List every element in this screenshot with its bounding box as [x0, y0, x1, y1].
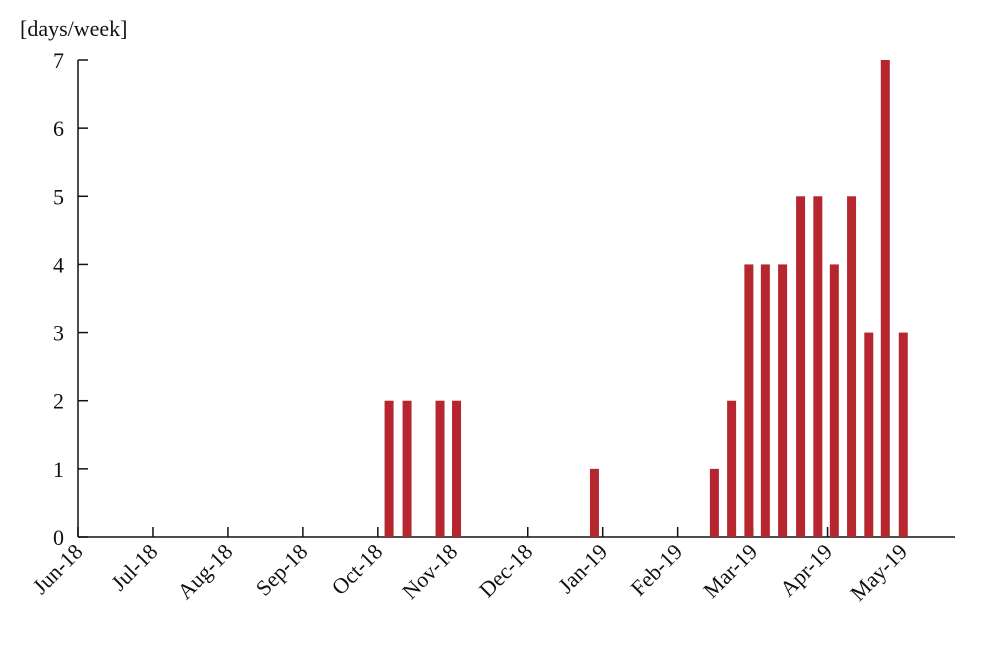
bar	[778, 264, 788, 537]
bar	[435, 400, 445, 537]
bar	[589, 468, 599, 537]
x-tick-label: Aug-18	[172, 539, 237, 604]
x-tick-label: Mar-19	[698, 539, 762, 603]
x-tick-label: Sep-18	[251, 539, 313, 601]
x-tick-label: Jul-18	[106, 539, 163, 596]
x-tick-label: Apr-19	[775, 539, 837, 601]
bar	[709, 468, 719, 537]
bar	[384, 400, 394, 537]
bar	[744, 264, 754, 537]
bar	[898, 332, 908, 537]
y-tick-label: 1	[53, 457, 64, 482]
x-tick-label: Feb-19	[625, 539, 687, 601]
y-tick-label: 4	[53, 252, 64, 277]
x-tick-label: May-19	[845, 539, 912, 606]
bar	[402, 400, 412, 537]
y-tick-label: 7	[53, 48, 64, 73]
bar	[727, 400, 737, 537]
bar	[847, 196, 857, 538]
bar	[813, 196, 823, 538]
y-tick-label: 2	[53, 389, 64, 414]
x-tick-label: Oct-18	[326, 539, 387, 600]
y-tick-label: 6	[53, 116, 64, 141]
x-tick-label: Jan-19	[553, 539, 612, 598]
y-tick-label: 3	[53, 321, 64, 346]
y-axis-label: [days/week]	[20, 16, 128, 41]
bar	[864, 332, 874, 537]
y-tick-label: 5	[53, 184, 64, 209]
x-tick-label: Dec-18	[474, 539, 537, 602]
bar	[760, 264, 770, 537]
bar	[452, 400, 462, 537]
bar	[796, 196, 806, 538]
bar	[880, 60, 890, 537]
x-tick-label: Nov-18	[397, 539, 462, 604]
bar	[829, 264, 839, 537]
y-tick-label: 0	[53, 525, 64, 550]
